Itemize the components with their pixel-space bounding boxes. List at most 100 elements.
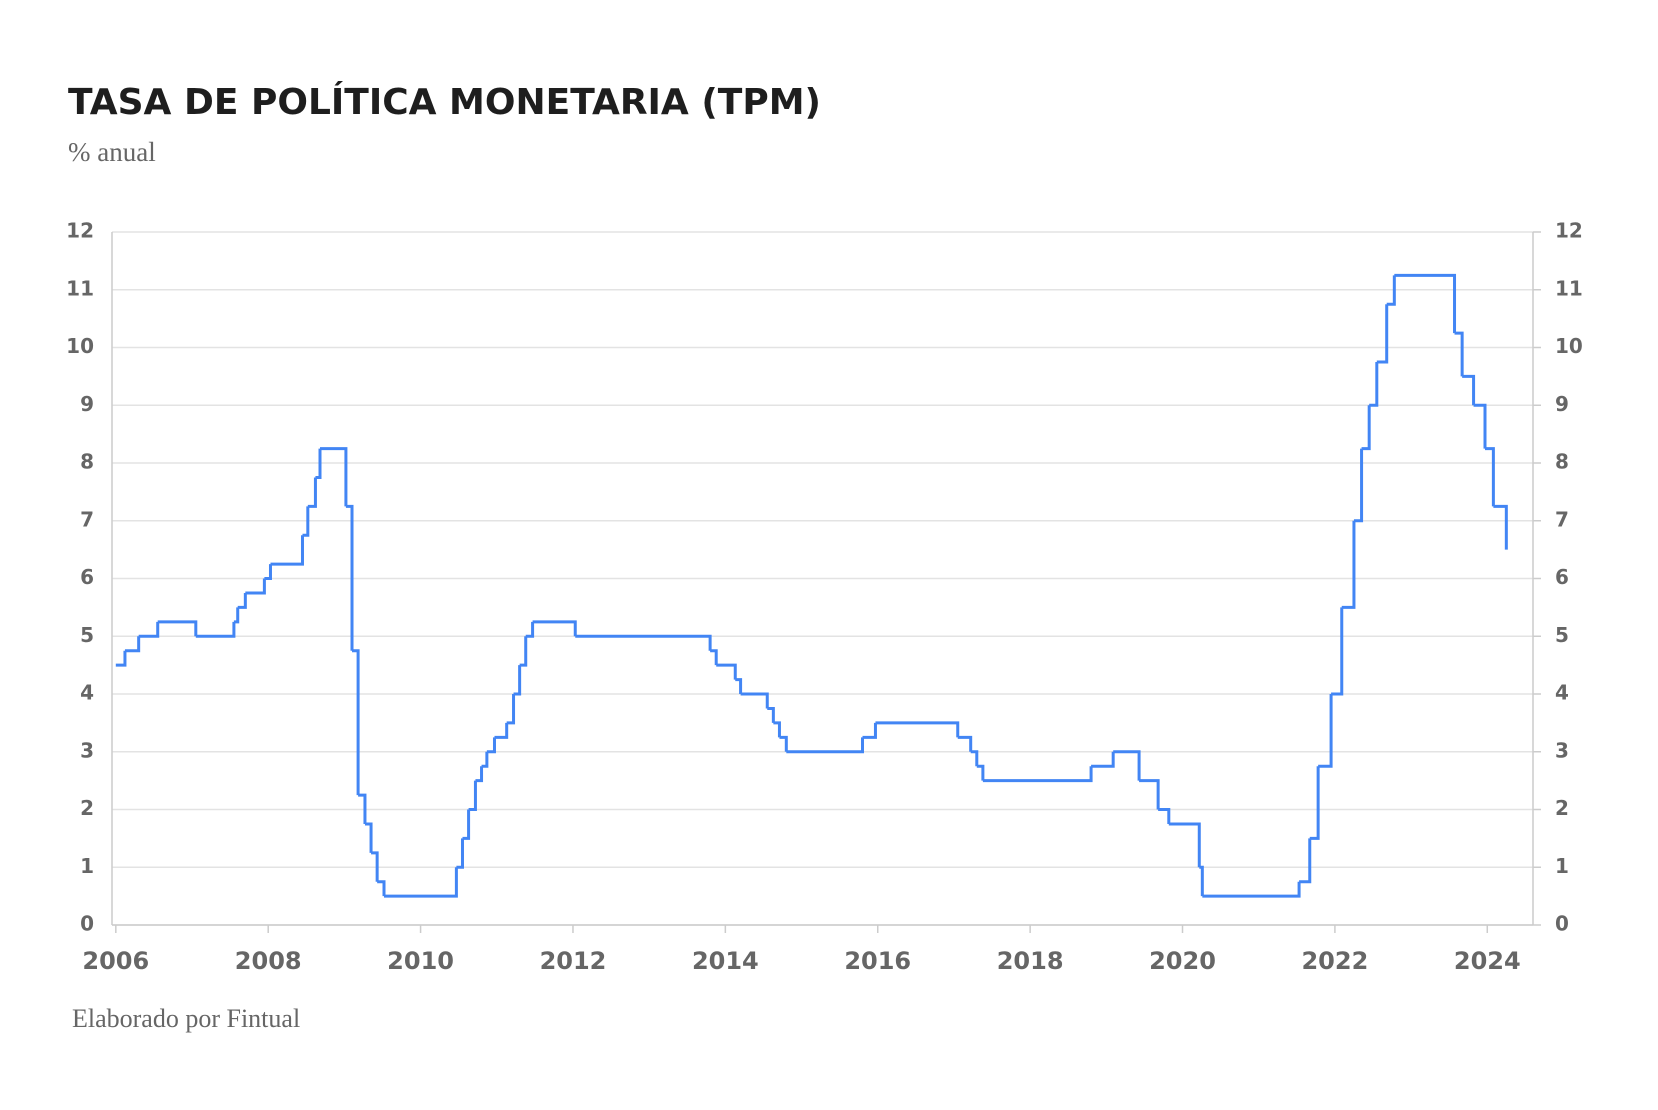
step-segment xyxy=(384,867,458,898)
x-tick-label: 2008 xyxy=(235,947,302,975)
step-segment xyxy=(377,880,386,897)
step-segment xyxy=(982,766,1093,783)
y-tick-label: 6 xyxy=(80,565,94,589)
step-segment xyxy=(1353,448,1364,523)
x-tick-label: 2022 xyxy=(1301,947,1368,975)
y2-tick-label: 7 xyxy=(1555,507,1569,531)
step-segment xyxy=(875,721,960,738)
y-tick-label: 11 xyxy=(66,276,94,300)
step-segment xyxy=(1493,504,1508,550)
step-segment xyxy=(1139,779,1160,810)
y-tick-label: 3 xyxy=(80,738,94,762)
step-segment xyxy=(525,621,535,638)
step-segment xyxy=(1473,403,1487,449)
y2-tick-label: 4 xyxy=(1555,681,1569,705)
step-segment xyxy=(1462,374,1476,406)
y-tick-label: 4 xyxy=(80,681,94,705)
step-segment xyxy=(740,692,769,709)
x-tick-label: 2020 xyxy=(1149,947,1216,975)
step-segment xyxy=(519,636,528,667)
step-segment xyxy=(124,636,141,653)
step-segment xyxy=(494,722,509,739)
y-tick-label: 8 xyxy=(80,450,94,474)
y2-tick-label: 5 xyxy=(1555,623,1569,647)
y2-tick-label: 6 xyxy=(1555,565,1569,589)
step-segment xyxy=(352,649,360,796)
y2-tick-label: 12 xyxy=(1555,219,1583,243)
step-segment xyxy=(1199,865,1204,897)
step-segment xyxy=(264,564,272,580)
y2-tick-label: 0 xyxy=(1555,912,1569,936)
step-segment xyxy=(1091,751,1115,768)
step-segment xyxy=(1394,273,1457,334)
step-segment xyxy=(468,780,477,811)
step-segment xyxy=(779,735,788,752)
step-segment xyxy=(195,621,236,638)
step-segment xyxy=(371,851,379,882)
step-segment xyxy=(302,506,310,537)
step-segment xyxy=(138,621,160,638)
step-segment xyxy=(532,620,577,637)
step-segment xyxy=(115,650,127,667)
y2-tick-label: 2 xyxy=(1555,796,1569,820)
x-tick-label: 2010 xyxy=(387,947,454,975)
step-segment xyxy=(462,809,471,840)
step-segment xyxy=(1454,331,1464,377)
step-segment xyxy=(307,477,317,508)
step-segment xyxy=(315,448,322,479)
step-segment xyxy=(233,607,240,624)
step-segment xyxy=(157,620,198,637)
source-note: Elaborado por Fintual xyxy=(72,1004,300,1033)
step-segment xyxy=(1361,405,1371,451)
step-segment xyxy=(862,722,877,739)
step-segment xyxy=(475,766,484,783)
step-segment xyxy=(486,737,496,754)
step-segment xyxy=(786,737,865,754)
y2-tick-label: 11 xyxy=(1555,276,1583,300)
step-segment xyxy=(364,822,373,853)
step-segment xyxy=(513,665,522,696)
x-tick-label: 2018 xyxy=(997,947,1064,975)
step-segment xyxy=(1299,838,1312,884)
step-segment xyxy=(320,447,348,507)
step-segment xyxy=(270,535,304,566)
step-segment xyxy=(1202,881,1301,898)
step-segment xyxy=(1376,304,1389,364)
chart-subtitle: % anual xyxy=(68,137,156,167)
y-tick-label: 10 xyxy=(66,334,94,358)
y2-tick-label: 1 xyxy=(1555,854,1569,878)
step-segment xyxy=(575,634,712,651)
step-segment xyxy=(345,504,354,651)
step-segment xyxy=(716,663,737,680)
step-segment xyxy=(773,721,781,738)
step-segment xyxy=(976,764,985,781)
step-segment xyxy=(1369,361,1379,407)
y2-tick-label: 10 xyxy=(1555,334,1583,358)
y2-tick-label: 8 xyxy=(1555,450,1569,474)
step-segment xyxy=(710,649,718,666)
step-segment xyxy=(1386,275,1396,306)
x-tick-label: 2014 xyxy=(692,947,759,975)
y-tick-label: 1 xyxy=(80,854,94,878)
y-tick-label: 5 xyxy=(80,623,94,647)
step-segment xyxy=(957,735,973,752)
step-segment xyxy=(1309,766,1320,840)
step-segment xyxy=(1331,607,1344,696)
y-tick-label: 0 xyxy=(80,912,94,936)
step-segment xyxy=(970,750,979,767)
step-segment xyxy=(1485,447,1495,507)
x-tick-label: 2006 xyxy=(82,947,149,975)
y2-tick-label: 9 xyxy=(1555,392,1569,416)
x-tick-label: 2012 xyxy=(540,947,607,975)
step-segment xyxy=(1318,694,1333,768)
step-segment xyxy=(1158,808,1171,824)
y2-tick-label: 3 xyxy=(1555,738,1569,762)
chart-title: TASA DE POLÍTICA MONETARIA (TPM) xyxy=(68,81,821,123)
step-segment xyxy=(237,592,247,609)
step-segment xyxy=(1113,750,1141,781)
step-segment xyxy=(481,751,489,768)
y-tick-label: 2 xyxy=(80,796,94,820)
step-segment xyxy=(506,694,516,725)
step-segment xyxy=(735,678,743,694)
